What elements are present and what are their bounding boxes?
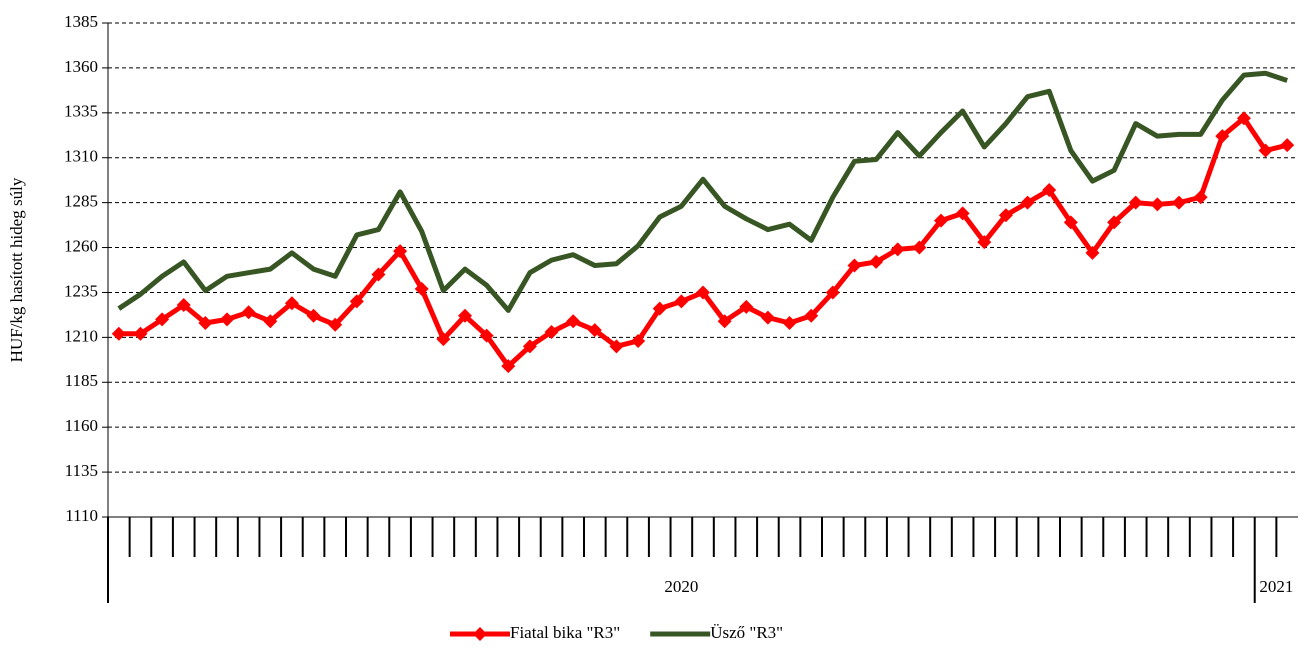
- series-marker: [544, 324, 559, 339]
- series-marker: [220, 312, 234, 327]
- series-marker: [479, 328, 494, 343]
- series-line: [117, 70, 1288, 313]
- y-tick-label: 1135: [65, 461, 98, 480]
- legend-label: Fiatal bika "R3": [510, 623, 620, 642]
- series-marker: [458, 308, 472, 323]
- series-marker: [198, 315, 213, 330]
- series-marker: [284, 296, 299, 311]
- series-marker: [1193, 190, 1208, 205]
- series-marker: [674, 294, 689, 309]
- series-marker: [263, 314, 278, 329]
- series-marker: [652, 301, 667, 316]
- series-marker: [522, 339, 537, 354]
- series-marker: [869, 254, 884, 269]
- series-marker: [1258, 143, 1273, 158]
- y-tick-label: 1260: [64, 236, 98, 255]
- series-marker: [349, 294, 364, 309]
- series-marker: [955, 206, 970, 221]
- series-marker: [1280, 138, 1295, 153]
- series-marker: [328, 317, 343, 332]
- series-marker: [804, 308, 819, 323]
- series-marker: [977, 235, 992, 250]
- y-tick-label: 1310: [64, 147, 98, 166]
- series-marker: [1150, 197, 1165, 212]
- series-marker: [609, 339, 624, 354]
- legend-marker: [473, 627, 487, 641]
- series-marker: [1215, 129, 1230, 144]
- series-marker: [1236, 111, 1251, 126]
- series-marker: [825, 285, 840, 300]
- series-marker: [241, 305, 256, 320]
- series-marker: [176, 298, 191, 313]
- series-marker: [998, 208, 1013, 223]
- series-marker: [934, 213, 948, 228]
- series-line: [118, 115, 1288, 369]
- y-tick-label: 1110: [65, 506, 98, 525]
- x-group-label: 2020: [664, 577, 698, 596]
- series-marker: [436, 332, 451, 347]
- series-marker: [1107, 215, 1122, 230]
- y-tick-label: 1160: [65, 416, 98, 435]
- series-marker: [155, 312, 170, 327]
- series-marker: [393, 244, 408, 259]
- y-tick-label: 1285: [64, 192, 98, 211]
- series-marker: [739, 299, 754, 314]
- series-marker: [587, 323, 602, 338]
- series-marker: [760, 310, 775, 325]
- series-marker: [1085, 245, 1100, 260]
- series-marker: [306, 308, 321, 323]
- series-marker: [717, 314, 732, 329]
- series-marker: [1020, 195, 1035, 210]
- series-marker: [1128, 195, 1143, 210]
- y-tick-label: 1210: [64, 326, 98, 345]
- series-marker: [890, 242, 905, 257]
- y-tick-label: 1385: [64, 12, 98, 31]
- series-marker: [566, 314, 581, 329]
- y-axis-label: HUF/kg hasított hideg súly: [7, 177, 26, 362]
- series-marker: [111, 326, 126, 341]
- series-marker: [1172, 195, 1186, 210]
- series-marker: [912, 240, 927, 255]
- y-tick-label: 1185: [65, 371, 98, 390]
- series-marker: [501, 359, 516, 374]
- series-marker: [1042, 183, 1057, 198]
- series-marker: [631, 333, 646, 348]
- series-marker: [782, 315, 797, 330]
- series-marker: [414, 281, 429, 296]
- series-marker: [133, 326, 148, 341]
- series-marker: [371, 267, 386, 282]
- x-group-label: 2021: [1259, 577, 1293, 596]
- series-marker: [847, 258, 862, 273]
- y-tick-label: 1235: [64, 281, 98, 300]
- series-marker: [696, 285, 710, 300]
- series-marker: [1063, 215, 1078, 230]
- legend-label: Üsző "R3": [710, 623, 783, 642]
- y-tick-label: 1360: [64, 57, 98, 76]
- y-tick-label: 1335: [64, 102, 98, 121]
